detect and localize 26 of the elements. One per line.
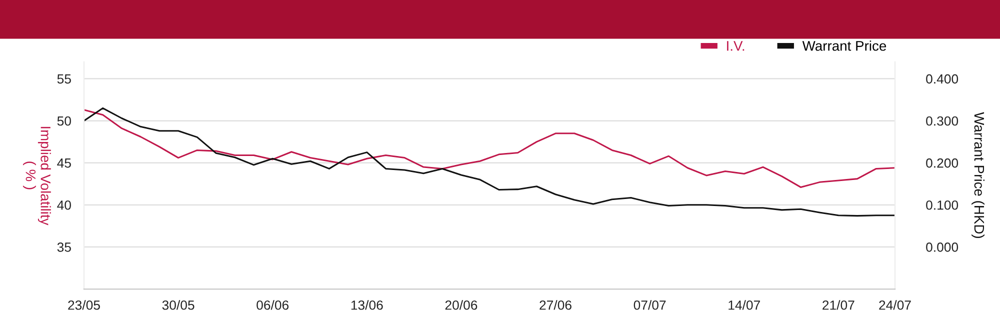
y-axis-title: Implied Volatility ( % ) — [23, 126, 51, 226]
line-series — [84, 107, 895, 217]
y-tick-label: 40 — [57, 200, 71, 210]
x-tick-label: 06/06 — [256, 300, 289, 310]
y-tick-label: 35 — [57, 242, 71, 252]
x-tick-label: 20/06 — [445, 300, 478, 310]
x-tick-label: 23/05 — [68, 300, 100, 310]
y2-tick-label: 0.300 — [926, 116, 958, 126]
x-tick-label: 24/07 — [879, 300, 911, 310]
x-tick-label: 21/07 — [822, 300, 854, 310]
line-series — [84, 109, 895, 188]
y-tick-label: 50 — [57, 116, 71, 126]
y2-tick-label: 0.000 — [926, 242, 958, 252]
legend-label: Warrant Price — [802, 40, 886, 51]
x-tick-label: 07/07 — [634, 300, 666, 310]
x-tick-label: 13/06 — [351, 300, 383, 310]
y-tick-label: 45 — [57, 158, 71, 168]
y2-tick-label: 0.200 — [926, 158, 958, 168]
legend-label: I.V. — [727, 41, 744, 51]
x-tick-label: 27/06 — [540, 300, 572, 310]
y2-tick-label: 0.400 — [926, 74, 958, 84]
x-tick-label: 30/05 — [162, 300, 194, 310]
y-tick-label: 55 — [57, 74, 71, 84]
y2-tick-label: 0.100 — [926, 200, 958, 210]
x-tick-label: 14/07 — [728, 300, 760, 310]
y2-axis-title: Warrant Price (HKD) — [972, 112, 984, 238]
